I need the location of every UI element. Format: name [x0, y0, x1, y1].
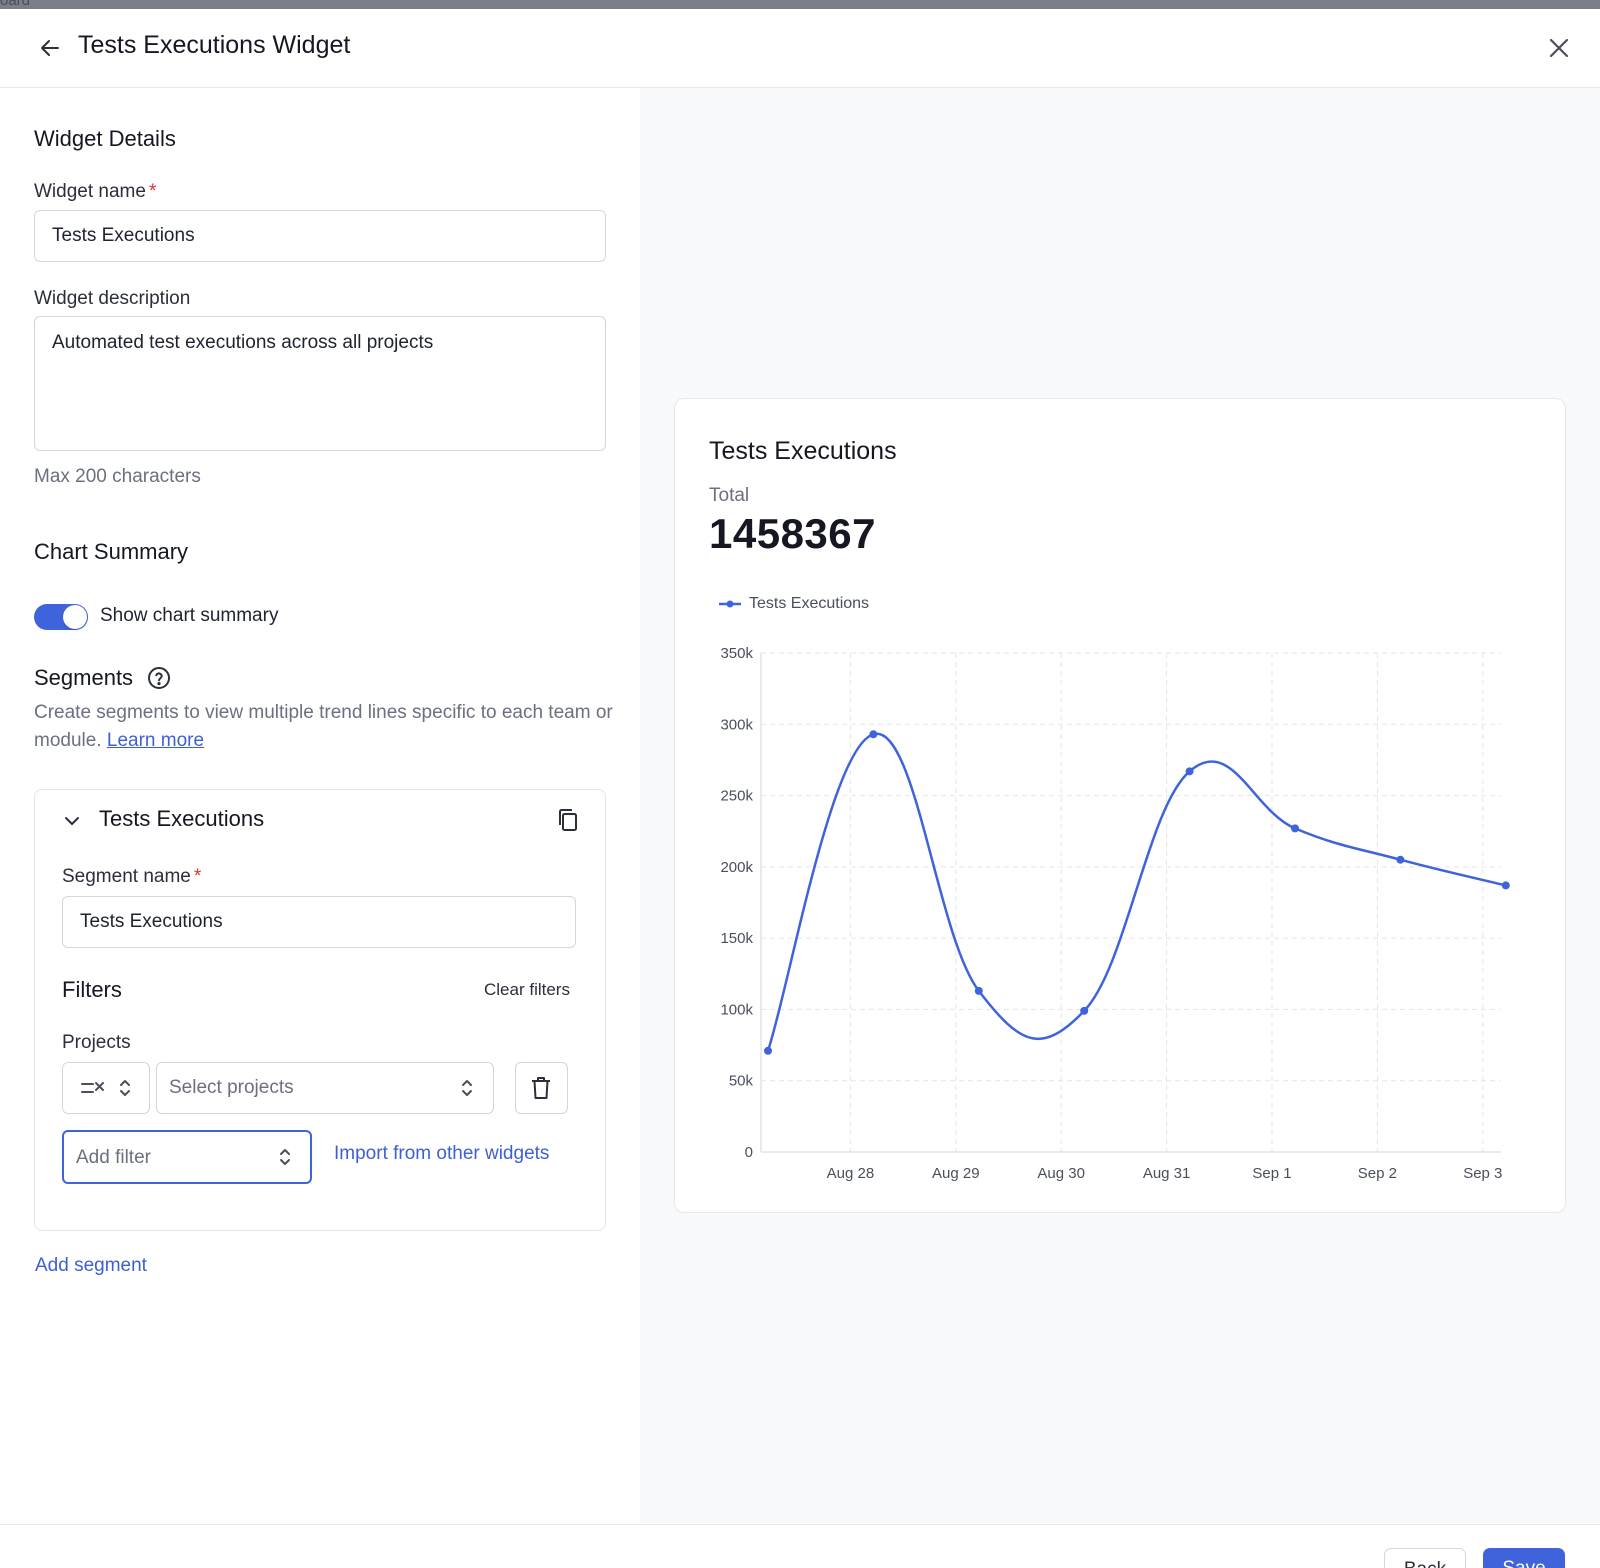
segments-description: Create segments to view multiple trend l…	[34, 699, 614, 755]
line-chart: 0 50k 100k 150k 200k 250k 300k 350k Aug 28 Aug 29…	[720, 645, 1510, 1182]
y-tick-label: 200k	[720, 859, 753, 876]
modal-footer: Back Save	[0, 1524, 1600, 1568]
widget-editor-modal: Tests Executions Widget Widget Details W…	[0, 9, 1600, 1568]
help-circle-icon[interactable]	[147, 666, 171, 690]
add-filter-select[interactable]: Add filter	[62, 1130, 312, 1184]
y-tick-label: 0	[745, 1144, 753, 1161]
projects-operator-select[interactable]	[62, 1062, 150, 1114]
segment-name-label-text: Segment name	[62, 866, 191, 887]
x-tick-label: Aug 30	[1037, 1165, 1085, 1182]
arrow-left-icon	[41, 40, 59, 56]
segments-title: Segments	[34, 665, 134, 690]
back-button[interactable]: Back	[1384, 1548, 1466, 1568]
data-point[interactable]	[1185, 767, 1194, 776]
series-line-tests-executions	[766, 732, 1507, 1052]
add-filter-placeholder: Add filter	[76, 1147, 151, 1168]
required-asterisk: *	[193, 866, 202, 887]
y-tick-label: 50k	[729, 1073, 754, 1090]
segment-name-label: Segment name *	[62, 866, 201, 888]
segment-name-input[interactable]	[62, 896, 576, 948]
widget-details-title: Widget Details	[34, 126, 176, 151]
y-tick-label: 150k	[720, 930, 753, 947]
total-value: 1458367	[709, 510, 877, 557]
y-tick-label: 300k	[720, 716, 753, 733]
segments-description-text: Create segments to view multiple trend l…	[34, 702, 613, 751]
add-segment-button[interactable]: Add segment	[35, 1255, 147, 1276]
updown-chevron-icon	[280, 1149, 290, 1165]
delete-filter-button[interactable]	[515, 1062, 568, 1114]
x-tick-label: Aug 28	[827, 1165, 875, 1182]
required-asterisk: *	[148, 181, 157, 202]
projects-select[interactable]: Select projects	[156, 1062, 494, 1114]
show-chart-summary-toggle[interactable]	[34, 604, 88, 630]
toggle-knob	[63, 605, 87, 629]
learn-more-link[interactable]: Learn more	[106, 730, 205, 751]
widget-name-input[interactable]	[34, 210, 606, 262]
x-tick-label: Sep 1	[1252, 1165, 1291, 1182]
data-point[interactable]	[869, 730, 878, 739]
show-chart-summary-label: Show chart summary	[100, 605, 279, 626]
data-point[interactable]	[1501, 881, 1510, 890]
y-tick-label: 250k	[720, 788, 753, 805]
chart-legend[interactable]: Tests Executions	[719, 595, 869, 613]
data-point[interactable]	[764, 1046, 772, 1055]
chart-preview-card: Tests Executions Total 1458367 Tests Exe…	[674, 398, 1566, 1213]
copy-icon[interactable]	[554, 806, 582, 834]
trash-icon	[532, 1077, 550, 1099]
y-tick-label: 350k	[720, 645, 753, 662]
modal-title: Tests Executions Widget	[78, 31, 351, 59]
background-breadcrumb: oard	[0, 0, 1600, 10]
chart-card-title: Tests Executions	[709, 437, 897, 465]
description-char-limit-hint: Max 200 characters	[34, 466, 201, 487]
data-point[interactable]	[1291, 824, 1299, 833]
legend-line-marker	[719, 600, 741, 608]
clear-filters-button[interactable]: Clear filters	[484, 980, 570, 999]
updown-chevron-icon	[120, 1080, 130, 1096]
close-button[interactable]	[1544, 33, 1574, 63]
data-point[interactable]	[1396, 855, 1405, 864]
total-label: Total	[709, 485, 750, 506]
import-from-other-widgets-link[interactable]: Import from other widgets	[334, 1143, 550, 1164]
updown-chevron-icon	[462, 1080, 472, 1096]
widget-name-label-text: Widget name	[34, 181, 146, 202]
operator-not-equal-icon	[81, 1082, 104, 1093]
projects-label: Projects	[62, 1032, 131, 1053]
widget-name-label: Widget name *	[34, 181, 156, 203]
modal-header: Tests Executions Widget	[0, 9, 1600, 88]
preview-panel: Tests Executions Total 1458367 Tests Exe…	[640, 88, 1600, 1524]
data-point[interactable]	[974, 986, 983, 995]
x-tick-label: Aug 31	[1143, 1165, 1191, 1182]
x-tick-label: Sep 2	[1358, 1165, 1397, 1182]
back-arrow-button[interactable]	[36, 34, 64, 62]
legend-series-name: Tests Executions	[749, 595, 870, 612]
background-breadcrumb-text: oard	[0, 0, 31, 9]
segment-title: Tests Executions	[99, 806, 265, 831]
settings-panel: Widget Details Widget name* Widget descr…	[0, 88, 640, 1524]
x-tick-label: Sep 3	[1463, 1165, 1502, 1182]
widget-description-input[interactable]: Automated test executions across all pro…	[34, 316, 606, 451]
close-icon	[1549, 38, 1569, 58]
filters-title: Filters	[62, 977, 122, 1002]
y-tick-label: 100k	[720, 1001, 753, 1018]
chart-summary-title: Chart Summary	[34, 539, 189, 564]
chevron-down-icon[interactable]	[61, 810, 83, 832]
widget-description-label: Widget description	[34, 288, 191, 309]
segment-card: Tests Executions Segment name* Filters C…	[34, 789, 606, 1231]
data-point[interactable]	[1080, 1006, 1089, 1015]
x-tick-label: Aug 29	[932, 1165, 980, 1182]
save-button[interactable]: Save	[1483, 1548, 1565, 1568]
projects-select-placeholder: Select projects	[169, 1077, 294, 1098]
